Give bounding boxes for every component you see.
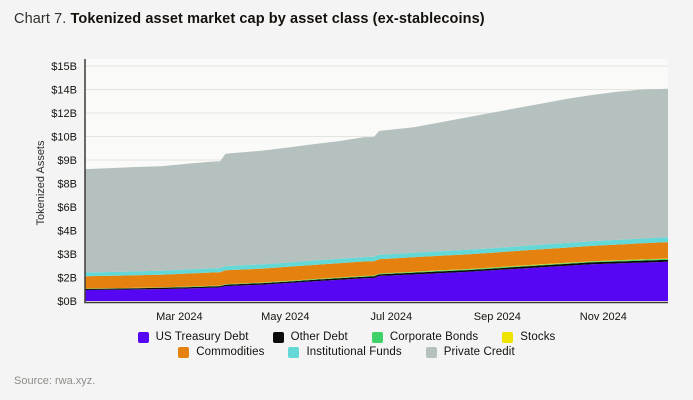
y-tick-label: $3B	[57, 249, 77, 261]
legend-item-commodities: Commodities	[178, 346, 264, 358]
y-tick-label: $2B	[57, 273, 77, 285]
y-tick-label: $14B	[51, 85, 77, 97]
us-treasury-debt-swatch-icon	[137, 331, 149, 343]
legend-item-stocks: Stocks	[502, 331, 555, 343]
y-tick-label: $12B	[51, 108, 77, 120]
area-corporate-bonds	[85, 258, 668, 289]
commodities-swatch-icon	[178, 346, 190, 358]
legend-label: Corporate Bonds	[389, 331, 479, 343]
y-tick-label: $0B	[57, 296, 77, 308]
institutional-funds-swatch-icon	[288, 346, 300, 358]
legend-row-1: US Treasury Debt Other Debt Corporate Bo…	[137, 331, 556, 343]
y-tick-label: $8B	[57, 179, 77, 191]
legend-item-institutional-funds: Institutional Funds	[288, 346, 402, 358]
other-debt-swatch-icon	[272, 331, 284, 343]
y-tick-label: $9B	[57, 155, 77, 167]
chart-title-text: Tokenized asset market cap by asset clas…	[70, 11, 485, 27]
legend-item-corporate-bonds: Corporate Bonds	[371, 331, 479, 343]
legend-item-other-debt: Other Debt	[272, 331, 348, 343]
chart-number: Chart 7.	[14, 11, 67, 27]
x-tick-label: Jul 2024	[371, 311, 413, 323]
y-tick-label: $15B	[51, 61, 77, 73]
x-tick-label: Mar 2024	[156, 311, 202, 323]
legend-row-2: Commodities Institutional Funds Private …	[178, 346, 515, 358]
legend-label: US Treasury Debt	[155, 331, 249, 343]
area-private-credit	[85, 88, 668, 273]
private-credit-swatch-icon	[425, 346, 437, 358]
page-title: Chart 7. Tokenized asset market cap by a…	[14, 11, 485, 27]
y-tick-label: $6B	[57, 202, 77, 214]
legend-label: Other Debt	[290, 331, 348, 343]
y-axis-title: Tokenized Assets	[35, 140, 47, 225]
corporate-bonds-swatch-icon	[371, 331, 383, 343]
area-institutional-funds	[85, 237, 668, 277]
x-tick-label: May 2024	[261, 311, 309, 323]
legend-item-us-treasury-debt: US Treasury Debt	[137, 331, 249, 343]
stacked-area-chart: $0B $2B $3B $4B $6B $8B $9B $10B $12B $14B $15B Mar…	[35, 59, 668, 323]
area-other-debt	[85, 259, 668, 290]
x-tick-label: Nov 2024	[580, 311, 627, 323]
legend-label: Commodities	[196, 346, 265, 358]
y-tick-label: $4B	[57, 226, 77, 238]
stocks-swatch-icon	[502, 331, 514, 343]
chart-legend: US Treasury Debt Other Debt Corporate Bo…	[0, 331, 693, 358]
source-attribution: Source: rwa.xyz.	[14, 375, 96, 387]
area-us-treasury-debt	[85, 261, 668, 301]
legend-item-private-credit: Private Credit	[425, 346, 515, 358]
x-tick-label: Sep 2024	[474, 311, 521, 323]
legend-label: Institutional Funds	[306, 346, 402, 358]
y-tick-label: $10B	[51, 132, 77, 144]
legend-label: Stocks	[520, 331, 556, 343]
legend-label: Private Credit	[443, 346, 515, 358]
area-commodities	[85, 242, 668, 289]
